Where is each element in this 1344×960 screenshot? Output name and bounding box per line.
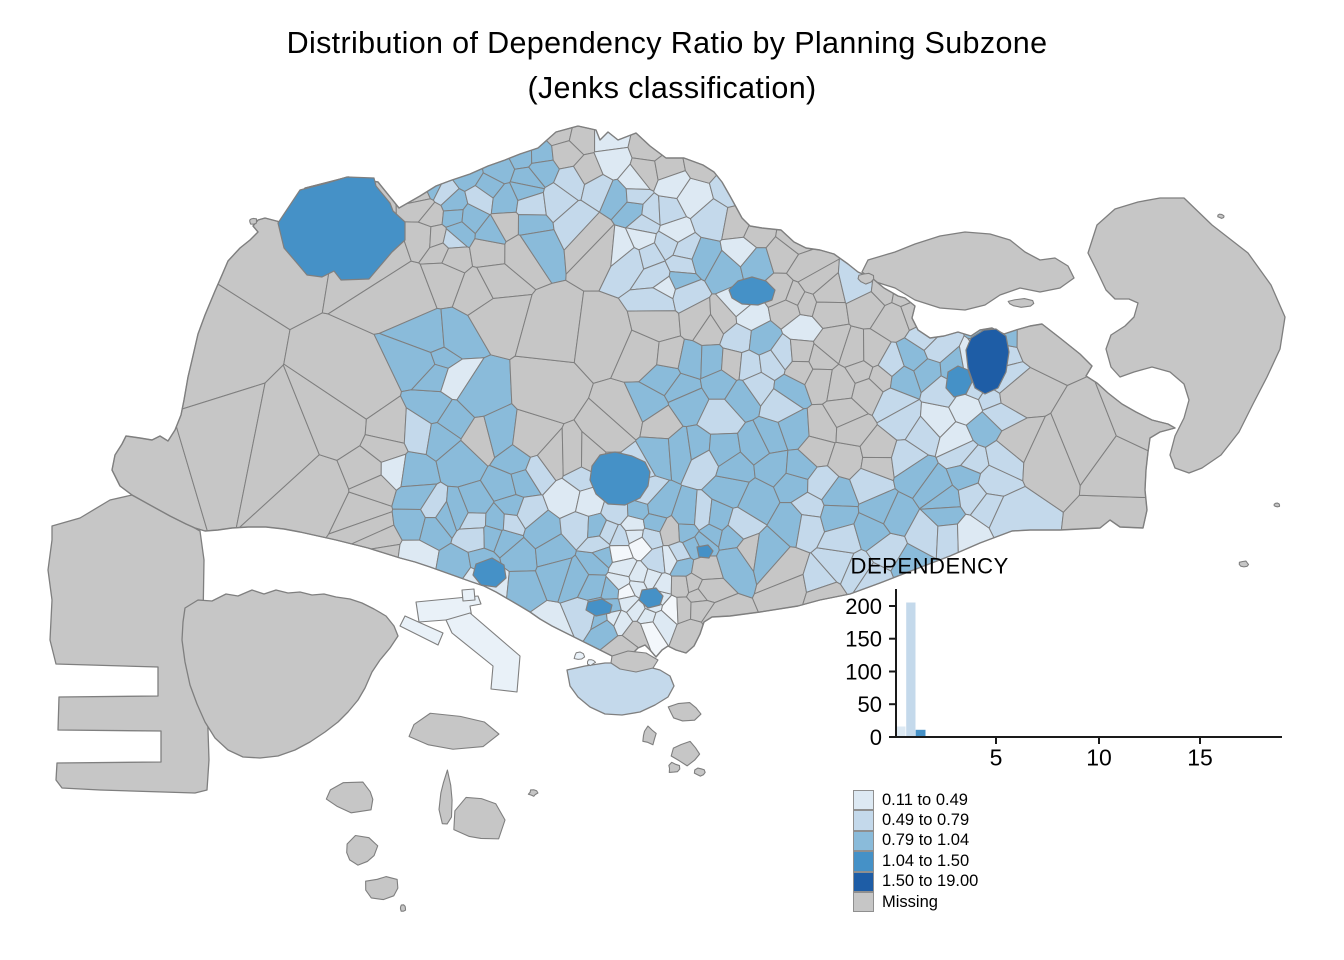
svg-text:15: 15 (1187, 745, 1213, 771)
svg-text:10: 10 (1086, 745, 1112, 771)
svg-text:5: 5 (990, 745, 1003, 771)
svg-text:DEPENDENCY: DEPENDENCY (851, 554, 1009, 579)
svg-text:200: 200 (845, 594, 882, 619)
svg-text:50: 50 (858, 692, 882, 717)
svg-text:100: 100 (845, 660, 882, 685)
svg-text:150: 150 (845, 627, 882, 652)
svg-text:0: 0 (870, 725, 882, 750)
